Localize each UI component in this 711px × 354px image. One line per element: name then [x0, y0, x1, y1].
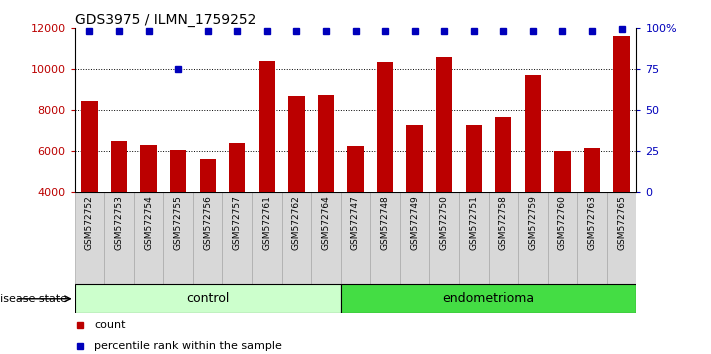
Bar	[577, 192, 606, 284]
Bar	[170, 150, 186, 275]
Bar	[282, 192, 311, 284]
Text: GSM572752: GSM572752	[85, 195, 94, 250]
Text: GSM572758: GSM572758	[499, 195, 508, 250]
Text: count: count	[95, 320, 126, 330]
Bar	[229, 143, 245, 275]
Text: GSM572761: GSM572761	[262, 195, 272, 250]
Bar	[141, 145, 156, 275]
Bar	[429, 192, 459, 284]
Bar	[341, 192, 370, 284]
Text: percentile rank within the sample: percentile rank within the sample	[95, 341, 282, 351]
Bar	[614, 36, 630, 275]
Bar	[193, 192, 223, 284]
Text: GSM572760: GSM572760	[558, 195, 567, 250]
Bar	[318, 95, 334, 275]
Text: GSM572757: GSM572757	[232, 195, 242, 250]
Text: GSM572748: GSM572748	[380, 195, 390, 250]
Bar	[547, 192, 577, 284]
Text: GDS3975 / ILMN_1759252: GDS3975 / ILMN_1759252	[75, 13, 256, 27]
Bar	[75, 284, 341, 313]
Text: endometrioma: endometrioma	[442, 292, 535, 305]
Bar	[134, 192, 164, 284]
Text: GSM572762: GSM572762	[292, 195, 301, 250]
Bar	[495, 116, 511, 275]
Bar	[111, 141, 127, 275]
Bar	[518, 192, 547, 284]
Text: GSM572747: GSM572747	[351, 195, 360, 250]
Bar	[348, 146, 363, 275]
Bar	[488, 192, 518, 284]
Text: GSM572754: GSM572754	[144, 195, 153, 250]
Bar	[81, 101, 97, 275]
Text: control: control	[186, 292, 230, 305]
Bar	[606, 192, 636, 284]
Bar	[105, 192, 134, 284]
Bar	[200, 159, 216, 275]
Bar	[252, 192, 282, 284]
Bar	[525, 75, 541, 275]
Text: GSM572751: GSM572751	[469, 195, 479, 250]
Bar	[436, 57, 452, 275]
Bar	[459, 192, 488, 284]
Text: disease state: disease state	[0, 294, 68, 304]
Text: GSM572750: GSM572750	[439, 195, 449, 250]
Text: GSM572753: GSM572753	[114, 195, 124, 250]
Bar	[164, 192, 193, 284]
Bar	[259, 61, 275, 275]
Text: GSM572755: GSM572755	[173, 195, 183, 250]
Bar	[377, 62, 393, 275]
Bar	[584, 148, 600, 275]
Text: GSM572763: GSM572763	[587, 195, 597, 250]
Text: GSM572756: GSM572756	[203, 195, 212, 250]
Text: GSM572759: GSM572759	[528, 195, 538, 250]
Text: GSM572749: GSM572749	[410, 195, 419, 250]
Bar	[75, 192, 105, 284]
Bar	[311, 192, 341, 284]
Bar	[400, 192, 429, 284]
Bar	[223, 192, 252, 284]
Bar	[466, 125, 482, 275]
Bar	[407, 125, 423, 275]
Bar	[341, 284, 636, 313]
Bar	[288, 96, 304, 275]
Text: GSM572764: GSM572764	[321, 195, 331, 250]
Bar	[555, 151, 570, 275]
Text: GSM572765: GSM572765	[617, 195, 626, 250]
Bar	[370, 192, 400, 284]
